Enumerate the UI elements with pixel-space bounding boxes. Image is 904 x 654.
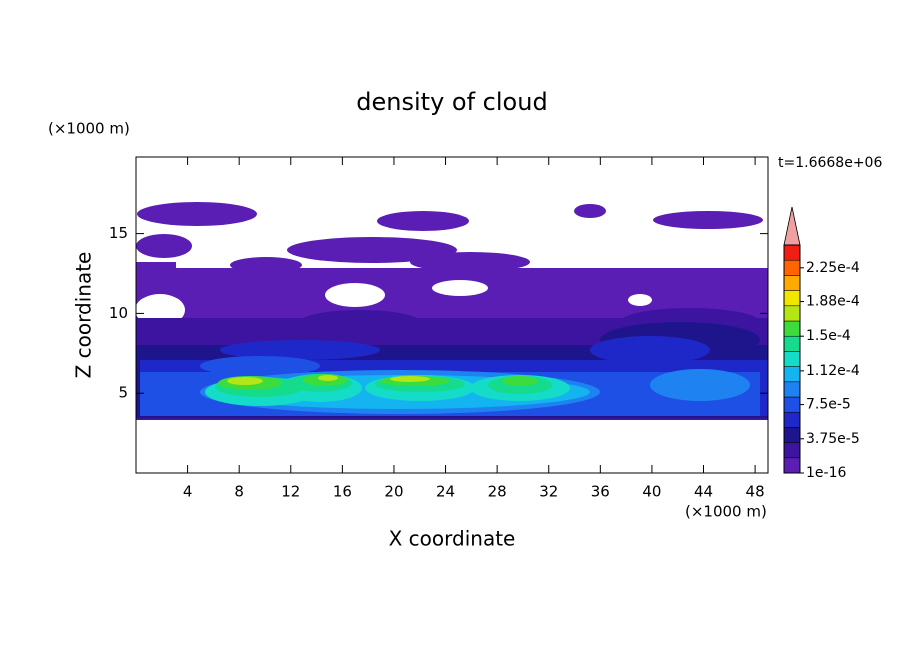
contour-region [390,376,430,382]
colorbar-band [783,320,801,337]
colorbar-tick-label: 1.5e-4 [806,328,851,344]
y-tick-label: 5 [118,384,128,402]
colorbar-over [783,206,801,246]
x-tick-label: 16 [333,483,352,501]
colorbar-band [783,427,801,443]
contour-region [200,356,320,376]
x-tick-label: 4 [183,483,193,501]
contour-region [136,234,192,258]
colorbar-band [783,381,801,398]
contour-region [230,257,302,273]
colorbar-band [783,305,801,322]
colorbar-tick-label: 1e-16 [806,465,846,481]
contour-field [135,202,768,473]
colorbar-band [783,396,801,413]
colorbar-band [783,366,801,383]
colorbar-band [783,335,801,352]
contour-region [227,377,263,385]
contour-region [574,204,606,218]
x-tick-label: 44 [694,483,713,501]
contour-region [136,262,176,270]
contour-region [137,202,257,226]
colorbar-tick-label: 3.75e-5 [806,431,860,447]
plot-frame [135,156,769,474]
contour-region [318,375,338,381]
colorbar-tick-label: 1.88e-4 [806,294,860,310]
contour-region [628,294,652,306]
colorbar-frame [783,244,801,474]
colorbar-tick-label: 1.12e-4 [806,363,860,379]
x-tick-label: 48 [746,483,765,501]
colorbar-tick-label: 2.25e-4 [806,260,860,276]
x-unit: (×1000 m) [685,503,767,521]
colorbar-band [783,442,801,459]
contour-region [410,252,530,272]
contour-region [220,340,380,360]
x-tick-label: 8 [234,483,244,501]
chart-title: density of cloud [356,88,547,116]
y-tick-label: 10 [109,304,128,322]
x-tick-label: 12 [281,483,300,501]
contour-region [590,336,710,364]
contour-region [287,237,457,263]
colorbar-band [783,351,801,367]
contour-region [325,283,385,307]
contour-region [300,310,420,334]
contour-region [502,376,538,386]
time-label: t=1.6668e+06 [778,155,882,171]
x-tick-label: 20 [384,483,403,501]
y-tick-label: 15 [109,224,128,242]
contour-region [136,420,768,473]
x-tick-label: 24 [436,483,455,501]
x-tick-label: 28 [488,483,507,501]
y-unit: (×1000 m) [48,120,130,138]
x-tick-label: 36 [591,483,610,501]
contour-region [432,280,488,296]
contour-region [650,369,750,401]
contour-region [377,211,469,231]
contour-region [653,211,763,229]
x-tick-label: 32 [539,483,558,501]
colorbar-band [783,275,801,291]
x-tick-label: 40 [642,483,661,501]
colorbar-band [783,411,801,428]
colorbar-band [783,290,801,307]
colorbar-band [783,244,801,261]
y-axis-label: Z coordinate [72,252,96,379]
x-axis-label: X coordinate [389,527,516,551]
colorbar-band [783,457,801,474]
colorbar-tick-label: 7.5e-5 [806,397,851,413]
colorbar-band [783,259,801,276]
